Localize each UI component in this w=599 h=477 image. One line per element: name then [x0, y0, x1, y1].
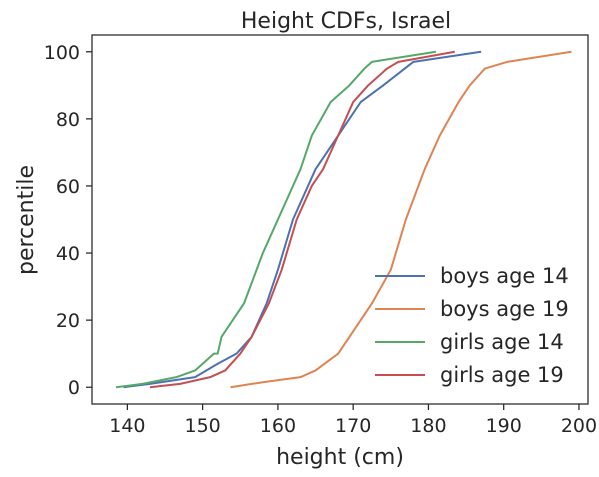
- x-tick-label: 160: [260, 415, 296, 437]
- legend-label-4: girls age 19: [440, 363, 564, 387]
- series-line-2: [230, 50, 572, 389]
- y-tick-label: 80: [56, 109, 80, 131]
- x-tick-label: 140: [109, 415, 145, 437]
- series-line-1: [123, 50, 482, 389]
- series-layer: [115, 50, 572, 389]
- y-tick-label: 100: [44, 42, 80, 64]
- x-tick-label: 170: [335, 415, 371, 437]
- chart-title: Height CDFs, Israel: [241, 9, 451, 34]
- x-tick-label: 200: [561, 415, 597, 437]
- legend-label-2: boys age 19: [440, 297, 569, 321]
- series-line-4: [149, 50, 455, 389]
- legend-label-3: girls age 14: [440, 330, 564, 354]
- x-axis-label: height (cm): [276, 445, 404, 470]
- y-axis-ticks: 0 20 40 60 80 100: [44, 42, 92, 399]
- x-tick-label: 180: [410, 415, 446, 437]
- legend-label-1: boys age 14: [440, 264, 569, 288]
- y-tick-label: 20: [56, 310, 80, 332]
- series-line-3: [115, 50, 437, 389]
- chart-legend: boys age 14 boys age 19 girls age 14 girls …: [375, 264, 569, 387]
- y-tick-label: 40: [56, 243, 80, 265]
- plot-frame: [91, 34, 589, 405]
- x-axis-ticks: 140 150 160 170 180 190 200: [109, 404, 597, 437]
- y-axis-label: percentile: [14, 165, 39, 275]
- x-tick-label: 150: [185, 415, 221, 437]
- x-tick-label: 190: [486, 415, 522, 437]
- y-tick-label: 0: [68, 377, 80, 399]
- y-tick-label: 60: [56, 176, 80, 198]
